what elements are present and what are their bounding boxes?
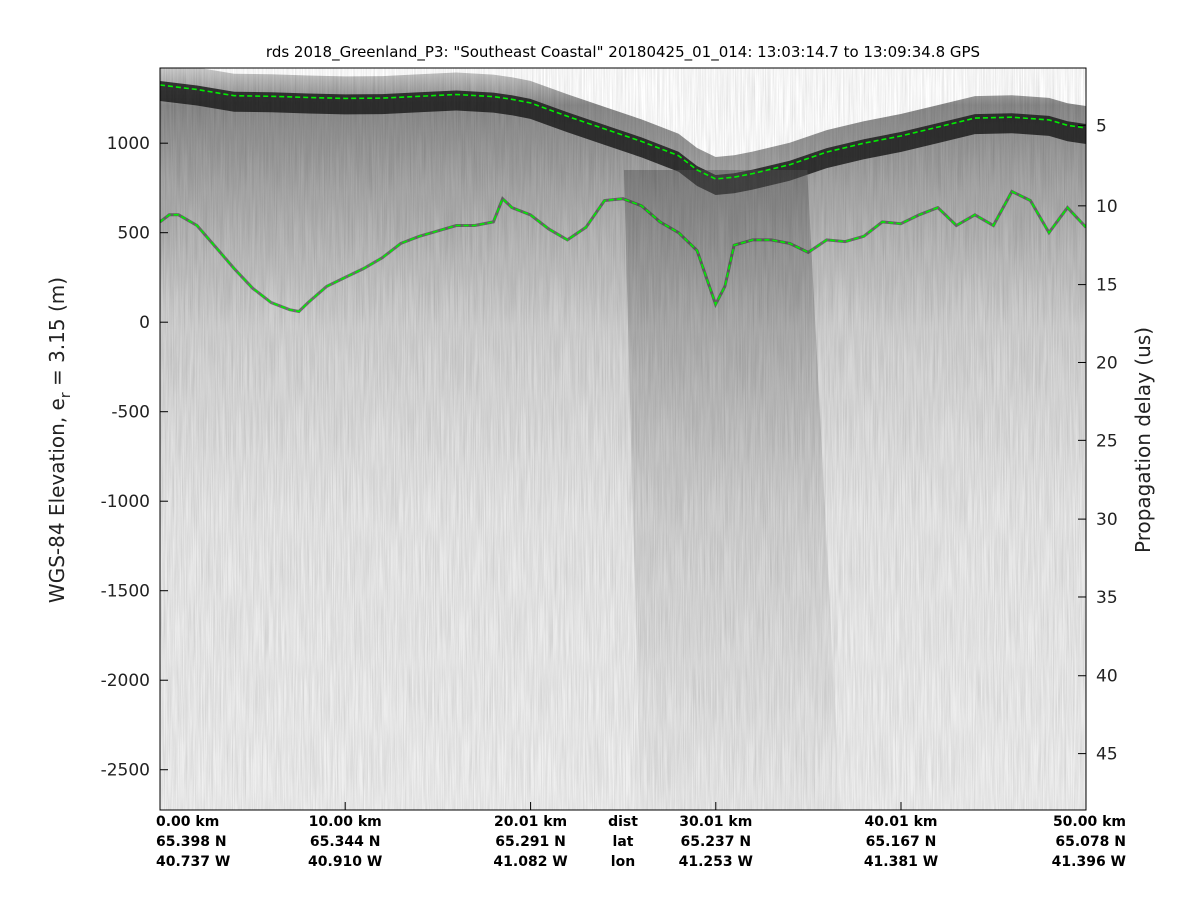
- x-lon-label: 41.253 W: [679, 854, 753, 870]
- row-label-lat: lat: [613, 834, 634, 850]
- x-lon-label: 40.910 W: [308, 854, 382, 870]
- plot-area: [160, 68, 1086, 810]
- y-tick-label: -1000: [101, 492, 150, 512]
- plot-frame: [159, 67, 1087, 811]
- x-dist-label: 40.01 km: [864, 814, 937, 830]
- row-label-dist: dist: [608, 814, 638, 830]
- y2-tick-label: 40: [1096, 667, 1118, 687]
- x-lat-label: 65.237 N: [680, 834, 751, 850]
- x-lon-label: 41.082 W: [493, 854, 567, 870]
- y2-tick-label: 10: [1096, 197, 1118, 217]
- x-lat-label: 65.167 N: [866, 834, 937, 850]
- x-lon-label: 40.737 W: [156, 854, 230, 870]
- y2-tick-label: 15: [1096, 276, 1118, 296]
- x-dist-label: 20.01 km: [494, 814, 567, 830]
- y-tick-label: -1500: [101, 582, 150, 602]
- y2-tick-label: 45: [1096, 745, 1118, 765]
- y2-tick-label: 30: [1096, 510, 1118, 530]
- chart-title: rds 2018_Greenland_P3: "Southeast Coasta…: [266, 43, 980, 62]
- y-tick-label: -2500: [101, 761, 150, 781]
- x-dist-label: 0.00 km: [156, 814, 219, 830]
- echogram-texture: [160, 68, 1086, 810]
- y2-tick-label: 35: [1096, 588, 1118, 608]
- y-tick-label: -2000: [101, 671, 150, 691]
- y2-tick-label: 20: [1096, 353, 1118, 373]
- x-dist-label: 50.00 km: [1053, 814, 1126, 830]
- surface-pick-line: [160, 84, 1086, 180]
- x-lon-label: 41.381 W: [864, 854, 938, 870]
- y2-axis-label: Propagation delay (us): [1131, 327, 1155, 553]
- x-dist-label: 10.00 km: [309, 814, 382, 830]
- x-dist-label: 30.01 km: [679, 814, 752, 830]
- y2-tick-label: 5: [1096, 116, 1107, 136]
- y-tick-label: 500: [118, 224, 150, 244]
- x-lat-label: 65.078 N: [1055, 834, 1126, 850]
- y2-tick-label: 25: [1096, 431, 1118, 451]
- y-tick-label: 1000: [107, 134, 150, 154]
- x-lat-label: 65.344 N: [310, 834, 381, 850]
- y-tick-label: -500: [111, 403, 150, 423]
- y-axis-label: WGS-84 Elevation, er = 3.15 (m): [45, 277, 74, 603]
- y-tick-label: 0: [139, 313, 150, 333]
- x-lat-label: 65.398 N: [156, 834, 227, 850]
- row-label-lon: lon: [611, 854, 635, 870]
- x-lon-label: 41.396 W: [1052, 854, 1126, 870]
- x-lat-label: 65.291 N: [495, 834, 566, 850]
- bed-pick-line: [160, 190, 1086, 313]
